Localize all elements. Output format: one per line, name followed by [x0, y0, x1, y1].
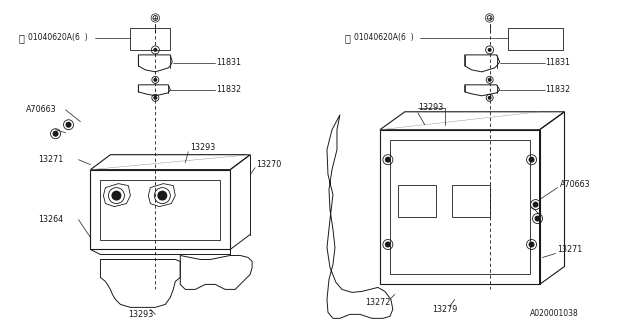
Circle shape	[385, 242, 391, 247]
Bar	[380, 130, 540, 284]
Text: 01040620A(6  ): 01040620A(6 )	[28, 33, 87, 43]
Bar	[508, 28, 563, 50]
Circle shape	[154, 78, 157, 82]
Circle shape	[488, 48, 492, 52]
Bar	[100, 180, 220, 239]
Text: 11832: 11832	[216, 85, 241, 94]
Text: 01040620A(6  ): 01040620A(6 )	[354, 33, 413, 43]
Circle shape	[488, 78, 492, 82]
Bar	[390, 140, 529, 275]
Text: A020001038: A020001038	[529, 309, 579, 318]
Circle shape	[529, 157, 534, 163]
Bar	[398, 185, 436, 217]
Bar	[452, 185, 490, 217]
Text: 13293: 13293	[129, 310, 154, 319]
Circle shape	[488, 96, 492, 100]
Text: 13272: 13272	[365, 298, 390, 307]
Text: 11831: 11831	[216, 58, 241, 68]
Text: 13293: 13293	[190, 143, 216, 152]
Text: A70663: A70663	[26, 105, 56, 114]
Text: 13271: 13271	[38, 155, 64, 164]
Circle shape	[532, 202, 538, 208]
Text: Ⓑ: Ⓑ	[19, 33, 24, 43]
Text: Ⓑ: Ⓑ	[345, 33, 351, 43]
Circle shape	[154, 48, 157, 52]
Circle shape	[534, 216, 541, 221]
Text: A70663: A70663	[559, 180, 590, 189]
Text: 11831: 11831	[545, 58, 570, 68]
Circle shape	[385, 157, 391, 163]
Text: 13270: 13270	[256, 160, 282, 169]
Text: 13293: 13293	[418, 103, 443, 112]
Bar	[131, 28, 170, 50]
Text: 13279: 13279	[432, 305, 457, 314]
Circle shape	[52, 131, 58, 137]
Text: 13271: 13271	[557, 245, 583, 254]
Circle shape	[111, 191, 122, 201]
Circle shape	[65, 122, 72, 128]
Circle shape	[154, 96, 157, 100]
Circle shape	[529, 242, 534, 247]
Circle shape	[157, 191, 167, 201]
Text: 13264: 13264	[38, 215, 64, 224]
Text: 11832: 11832	[545, 85, 571, 94]
